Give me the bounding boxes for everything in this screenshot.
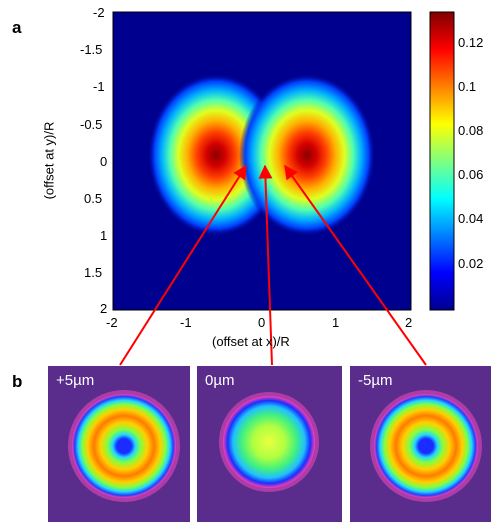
x-axis-title: (offset at x)/R xyxy=(212,334,290,349)
panel-label-b: b xyxy=(12,372,23,391)
arrow-left xyxy=(119,164,247,366)
y-tick: 0.5 xyxy=(84,191,103,206)
y-tick: 1.5 xyxy=(84,265,103,280)
y-tick: 1 xyxy=(100,228,108,243)
y-tick: 2 xyxy=(100,301,108,316)
photo-minus-5um: -5µm xyxy=(350,366,491,522)
x-tick: 0 xyxy=(258,315,266,330)
panel-label-a: a xyxy=(12,18,22,37)
heatmap-lobe-right xyxy=(239,74,375,236)
arrow-right xyxy=(284,164,427,366)
x-tick: 1 xyxy=(332,315,340,330)
arrow-center xyxy=(258,164,273,366)
colorbar xyxy=(429,11,455,311)
y-tick: -1.5 xyxy=(80,42,103,57)
x-tick: -1 xyxy=(180,315,192,330)
x-tick: -2 xyxy=(106,315,118,330)
heatmap-border xyxy=(112,11,412,311)
colorbar-tick: 0.08 xyxy=(458,123,484,138)
y-tick: -0.5 xyxy=(80,117,103,132)
y-tick: -2 xyxy=(93,5,105,20)
colorbar-tick: 0.06 xyxy=(458,167,484,182)
y-tick: 0 xyxy=(100,154,108,169)
x-tick: 2 xyxy=(405,315,413,330)
y-axis-title: (offset at y)/R xyxy=(41,121,57,200)
photo-label: 0µm xyxy=(205,372,235,389)
photo-plus-5um: +5µm xyxy=(48,366,190,522)
colorbar-tick: 0.04 xyxy=(458,211,484,226)
colorbar-tick: 0.12 xyxy=(458,35,484,50)
y-tick: -1 xyxy=(93,79,105,94)
photo-label: +5µm xyxy=(56,372,95,389)
colorbar-tick: 0.02 xyxy=(458,256,484,271)
photo-label: -5µm xyxy=(358,372,393,389)
arrows xyxy=(119,164,427,366)
colorbar-tick: 0.1 xyxy=(458,79,477,94)
photo-0um: 0µm xyxy=(197,366,342,522)
